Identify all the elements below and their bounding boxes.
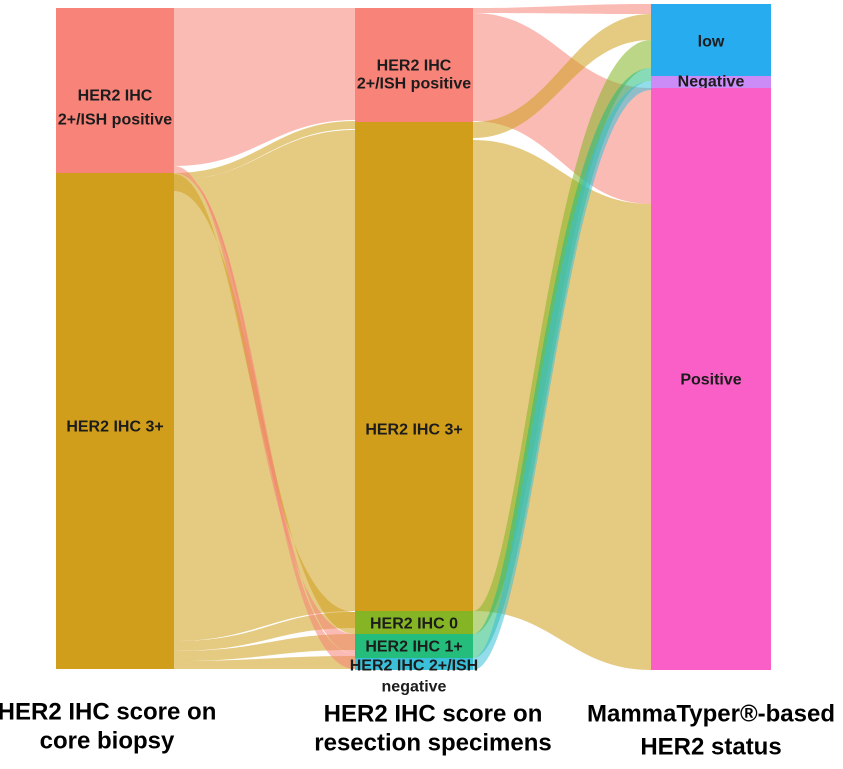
node-label-cb-her2-ihc-3-line-0: HER2 IHC 3+ bbox=[66, 419, 163, 436]
node-mt-low bbox=[651, 4, 771, 76]
flow-rs-her2-ihc-1-to-mt-negative bbox=[473, 68, 651, 658]
node-cb-her2-ihc-2pos bbox=[56, 8, 174, 173]
node-rs-her2-ihc-0 bbox=[355, 611, 473, 634]
axis-title-1-line-1: resection specimens bbox=[314, 730, 551, 757]
flow-cb-her2-ihc-3-to-rs-her2-ihc-2pos bbox=[174, 121, 355, 180]
node-label-rs-her2-ihc-1-line-0: HER2 IHC 1+ bbox=[365, 639, 462, 656]
flow-rs-her2-ihc-2pos-to-mt-positive bbox=[473, 13, 651, 204]
node-rs-her2-ihc-2neg bbox=[355, 658, 473, 670]
node-label-cb-her2-ihc-2pos-line-1: 2+/ISH positive bbox=[58, 112, 172, 129]
node-rs-her2-ihc-2pos bbox=[355, 8, 473, 122]
node-label-rs-her2-ihc-2pos-line-1: 2+/ISH positive bbox=[357, 76, 471, 93]
axis-title-1-line-0: HER2 IHC score on bbox=[324, 701, 543, 728]
axis-title-0-line-1: core biopsy bbox=[40, 728, 175, 755]
node-rs-her2-ihc-1 bbox=[355, 634, 473, 658]
node-label-mt-negative-line-0: Negative bbox=[678, 74, 745, 91]
node-label-rs-her2-ihc-2pos-line-0: HER2 IHC bbox=[377, 58, 452, 75]
node-mt-positive bbox=[651, 88, 771, 670]
node-mt-negative bbox=[651, 76, 771, 88]
node-label-rs-her2-ihc-3-line-0: HER2 IHC 3+ bbox=[365, 422, 462, 439]
node-label-cb-her2-ihc-2pos-line-0: HER2 IHC bbox=[78, 88, 153, 105]
node-label-rs-her2-ihc-2neg-line-0: HER2 IHC 2+/ISH bbox=[350, 658, 478, 675]
axis-title-0-line-0: HER2 IHC score on bbox=[0, 699, 216, 726]
node-label-rs-her2-ihc-0-line-0: HER2 IHC 0 bbox=[370, 616, 458, 633]
node-label-mt-low-line-0: low bbox=[698, 34, 725, 51]
axis-title-2-line-1: HER2 status bbox=[640, 734, 781, 761]
flow-rs-her2-ihc-0-to-mt-low bbox=[473, 40, 651, 634]
flow-cb-her2-ihc-3-to-rs-her2-ihc-3 bbox=[174, 130, 355, 641]
flow-rs-her2-ihc-2neg-to-mt-negative bbox=[473, 81, 651, 670]
flow-rs-her2-ihc-2pos-to-mt-low bbox=[473, 4, 651, 14]
node-label-mt-positive-line-0: Positive bbox=[680, 372, 741, 389]
flow-cb-her2-ihc-2pos-to-rs-her2-ihc-2pos bbox=[174, 8, 355, 166]
flow-cb-her2-ihc-3-to-rs-her2-ihc-2neg bbox=[174, 656, 355, 669]
node-rs-her2-ihc-3 bbox=[355, 122, 473, 611]
flow-cb-her2-ihc-3-to-rs-her2-ihc-1 bbox=[174, 634, 355, 661]
flow-rs-her2-ihc-3-to-mt-low bbox=[473, 14, 651, 138]
flow-cb-her2-ihc-3-to-rs-her2-ihc-0 bbox=[174, 612, 355, 651]
node-cb-her2-ihc-3 bbox=[56, 173, 174, 669]
node-label-rs-her2-ihc-2neg-line-1: negative bbox=[382, 679, 447, 696]
axis-title-2-line-0: MammaTyper®-based bbox=[587, 701, 835, 728]
